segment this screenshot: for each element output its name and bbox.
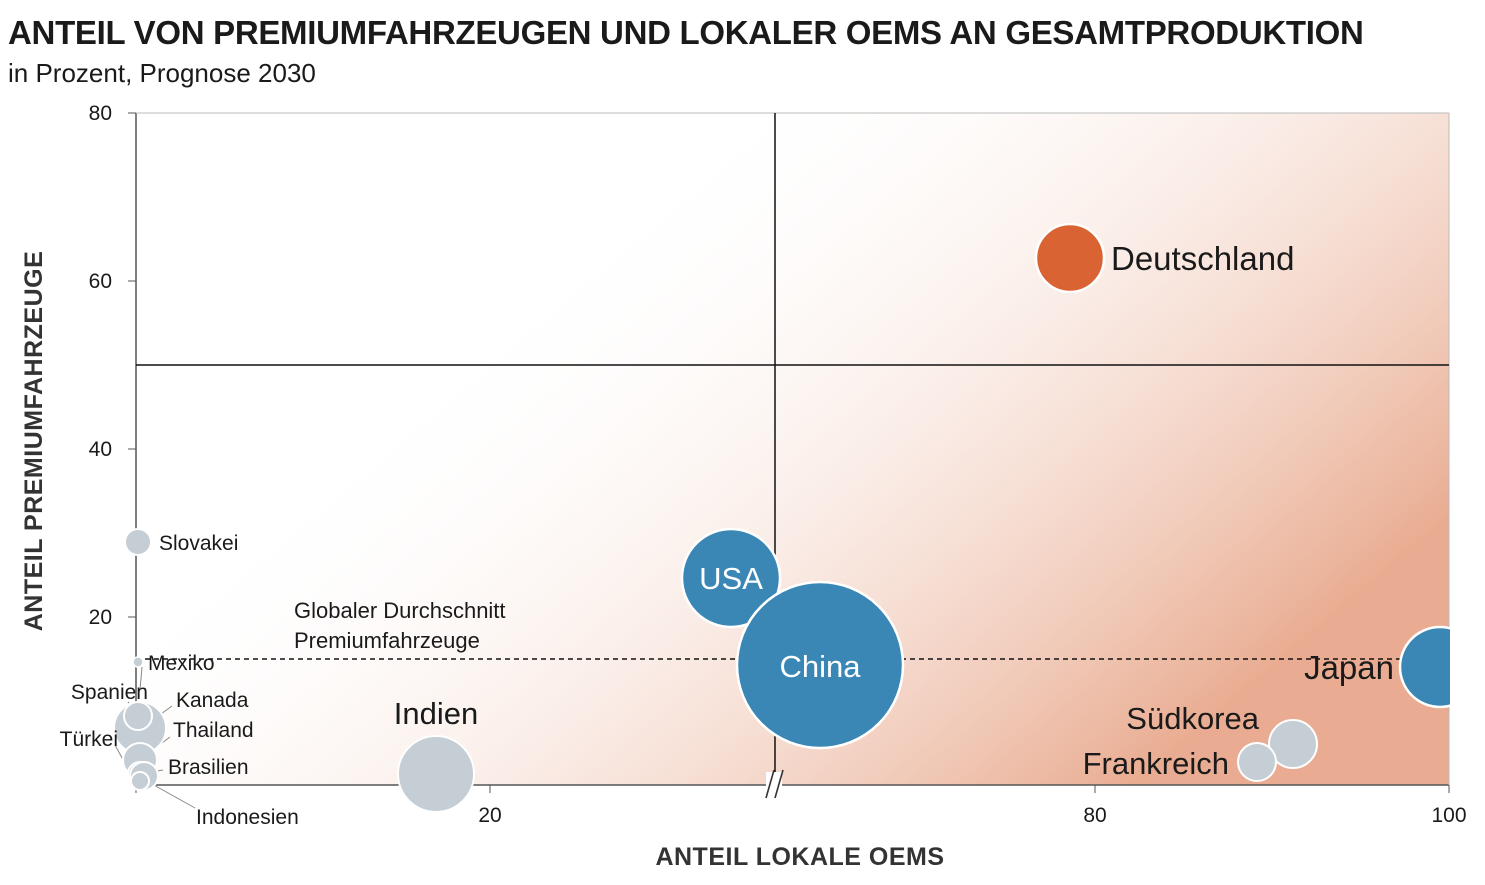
label-usa: USA <box>699 561 763 596</box>
chart-subtitle: in Prozent, Prognose 2030 <box>8 58 316 88</box>
bubble-deutschland[interactable] <box>1034 222 1106 294</box>
bubble-slovakei[interactable] <box>124 528 152 556</box>
plot-clip-right <box>1450 600 1485 740</box>
bubble-indonesien[interactable] <box>130 771 150 791</box>
label-frankreich: Frankreich <box>1083 746 1229 781</box>
bubble-frankreich[interactable] <box>1237 742 1277 782</box>
label-brasilien: Brasilien <box>168 756 249 779</box>
global-average-label: Premiumfahrzeuge <box>294 628 480 653</box>
label-tuerkei: Türkei <box>60 728 118 751</box>
y-tick-label: 80 <box>89 102 112 125</box>
y-ticks: 80 60 40 20 <box>89 102 136 629</box>
x-axis-break-marker <box>765 769 784 799</box>
x-tick-label: 20 <box>478 804 501 827</box>
label-china: China <box>780 649 862 684</box>
bubble-labels: Deutschland USA China Japan Südkorea Fra… <box>60 240 1394 829</box>
y-tick-label: 40 <box>89 438 112 461</box>
bubbles <box>113 222 1482 813</box>
bubble-spanien[interactable] <box>123 701 153 731</box>
label-indonesien: Indonesien <box>196 806 299 829</box>
label-kanada: Kanada <box>176 689 249 712</box>
bubble-china[interactable] <box>735 580 905 750</box>
label-spanien: Spanien <box>71 681 148 704</box>
x-ticks: 20 80 100 <box>135 785 1467 827</box>
global-average-label: Globaler Durchschnitt <box>294 598 506 623</box>
label-suedkorea: Südkorea <box>1126 701 1259 736</box>
x-tick-label: 80 <box>1083 804 1106 827</box>
label-mexiko: Mexiko <box>148 652 215 675</box>
label-japan: Japan <box>1304 649 1394 686</box>
y-tick-label: 60 <box>89 270 112 293</box>
label-deutschland: Deutschland <box>1111 240 1294 277</box>
y-axis-title: ANTEIL PREMIUMFAHRZEUGE <box>20 251 48 632</box>
bubble-mexiko[interactable] <box>132 656 144 668</box>
bubble-usa[interactable] <box>680 527 782 629</box>
y-tick-label: 20 <box>89 606 112 629</box>
label-indien: Indien <box>394 696 478 731</box>
bubble-suedkorea[interactable] <box>1268 719 1318 769</box>
x-axis-title: ANTEIL LOKALE OEMS <box>655 843 944 871</box>
label-slovakei: Slovakei <box>159 532 238 555</box>
x-tick-label: 100 <box>1431 804 1466 827</box>
bubble-indien[interactable] <box>397 735 475 813</box>
chart-title: ANTEIL VON PREMIUMFAHRZEUGEN UND LOKALER… <box>8 14 1364 51</box>
label-thailand: Thailand <box>173 719 254 742</box>
